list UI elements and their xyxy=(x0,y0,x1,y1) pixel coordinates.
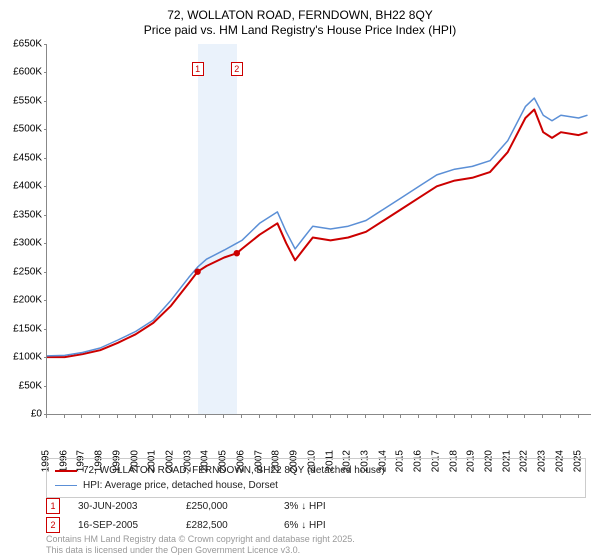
x-tick-mark xyxy=(436,414,437,418)
x-tick-mark xyxy=(152,414,153,418)
x-tick-mark xyxy=(135,414,136,418)
attribution-line-1: Contains HM Land Registry data © Crown c… xyxy=(46,534,586,545)
y-tick-label: £350K xyxy=(13,209,42,220)
transaction-price: £250,000 xyxy=(186,501,266,512)
transaction-row: 2 16-SEP-2005 £282,500 6% ↓ HPI xyxy=(46,517,586,533)
transaction-date: 16-SEP-2005 xyxy=(78,520,168,531)
x-tick-mark xyxy=(64,414,65,418)
chart-container: 72, WOLLATON ROAD, FERNDOWN, BH22 8QY Pr… xyxy=(0,0,600,560)
transaction-price: £282,500 xyxy=(186,520,266,531)
series-hpi xyxy=(47,98,588,356)
x-tick-mark xyxy=(347,414,348,418)
x-tick-mark xyxy=(259,414,260,418)
x-tick-mark xyxy=(46,414,47,418)
x-tick-mark xyxy=(418,414,419,418)
x-tick-mark xyxy=(524,414,525,418)
x-tick-mark xyxy=(542,414,543,418)
y-tick-label: £450K xyxy=(13,152,42,163)
x-tick-mark xyxy=(507,414,508,418)
x-tick-mark xyxy=(400,414,401,418)
transaction-dot xyxy=(194,269,200,275)
legend-swatch xyxy=(55,485,77,486)
plot-area: 12 xyxy=(46,44,591,415)
attribution-line-2: This data is licensed under the Open Gov… xyxy=(46,545,586,556)
transaction-dot xyxy=(234,250,240,256)
x-tick-mark xyxy=(471,414,472,418)
x-tick-mark xyxy=(117,414,118,418)
x-tick-mark xyxy=(312,414,313,418)
x-axis: 1995199619971998199920002001200220032004… xyxy=(46,414,590,458)
y-tick-label: £250K xyxy=(13,266,42,277)
x-tick-mark xyxy=(170,414,171,418)
legend-swatch xyxy=(55,470,77,472)
title-line-2: Price paid vs. HM Land Registry's House … xyxy=(0,23,600,38)
legend-label: HPI: Average price, detached house, Dors… xyxy=(83,478,278,493)
y-tick-label: £150K xyxy=(13,323,42,334)
x-tick-mark xyxy=(489,414,490,418)
legend-label: 72, WOLLATON ROAD, FERNDOWN, BH22 8QY (d… xyxy=(83,463,385,478)
x-tick-mark xyxy=(365,414,366,418)
x-tick-mark xyxy=(241,414,242,418)
series-price_paid xyxy=(47,110,588,358)
x-tick-mark xyxy=(578,414,579,418)
y-tick-label: £100K xyxy=(13,352,42,363)
x-tick-mark xyxy=(205,414,206,418)
y-tick-label: £50K xyxy=(19,380,42,391)
x-tick-mark xyxy=(276,414,277,418)
line-layer xyxy=(47,44,591,414)
transaction-table: 1 30-JUN-2003 £250,000 3% ↓ HPI 2 16-SEP-2005… xyxy=(46,498,586,536)
transaction-diff: 3% ↓ HPI xyxy=(284,501,374,512)
x-tick-mark xyxy=(223,414,224,418)
y-tick-label: £500K xyxy=(13,124,42,135)
title-line-1: 72, WOLLATON ROAD, FERNDOWN, BH22 8QY xyxy=(0,8,600,23)
y-tick-label: £300K xyxy=(13,238,42,249)
y-axis: £0£50K£100K£150K£200K£250K£300K£350K£400… xyxy=(0,44,46,414)
x-tick-mark xyxy=(330,414,331,418)
x-tick-mark xyxy=(294,414,295,418)
legend: 72, WOLLATON ROAD, FERNDOWN, BH22 8QY (d… xyxy=(46,458,586,498)
x-tick-mark xyxy=(188,414,189,418)
y-tick-label: £400K xyxy=(13,181,42,192)
x-tick-mark xyxy=(81,414,82,418)
transaction-row: 1 30-JUN-2003 £250,000 3% ↓ HPI xyxy=(46,498,586,514)
transaction-marker: 1 xyxy=(192,62,204,76)
chart-title: 72, WOLLATON ROAD, FERNDOWN, BH22 8QY Pr… xyxy=(0,0,600,38)
transaction-diff: 6% ↓ HPI xyxy=(284,520,374,531)
legend-item: HPI: Average price, detached house, Dors… xyxy=(55,478,577,493)
legend-item: 72, WOLLATON ROAD, FERNDOWN, BH22 8QY (d… xyxy=(55,463,577,478)
y-tick-label: £600K xyxy=(13,67,42,78)
transaction-badge: 2 xyxy=(46,517,60,533)
y-tick-label: £650K xyxy=(13,39,42,50)
y-tick-label: £550K xyxy=(13,95,42,106)
x-tick-mark xyxy=(560,414,561,418)
x-tick-mark xyxy=(454,414,455,418)
y-tick-label: £0 xyxy=(31,409,42,420)
transaction-marker: 2 xyxy=(231,62,243,76)
x-tick-mark xyxy=(383,414,384,418)
attribution: Contains HM Land Registry data © Crown c… xyxy=(46,534,586,556)
transaction-date: 30-JUN-2003 xyxy=(78,501,168,512)
x-tick-mark xyxy=(99,414,100,418)
y-tick-label: £200K xyxy=(13,295,42,306)
transaction-badge: 1 xyxy=(46,498,60,514)
